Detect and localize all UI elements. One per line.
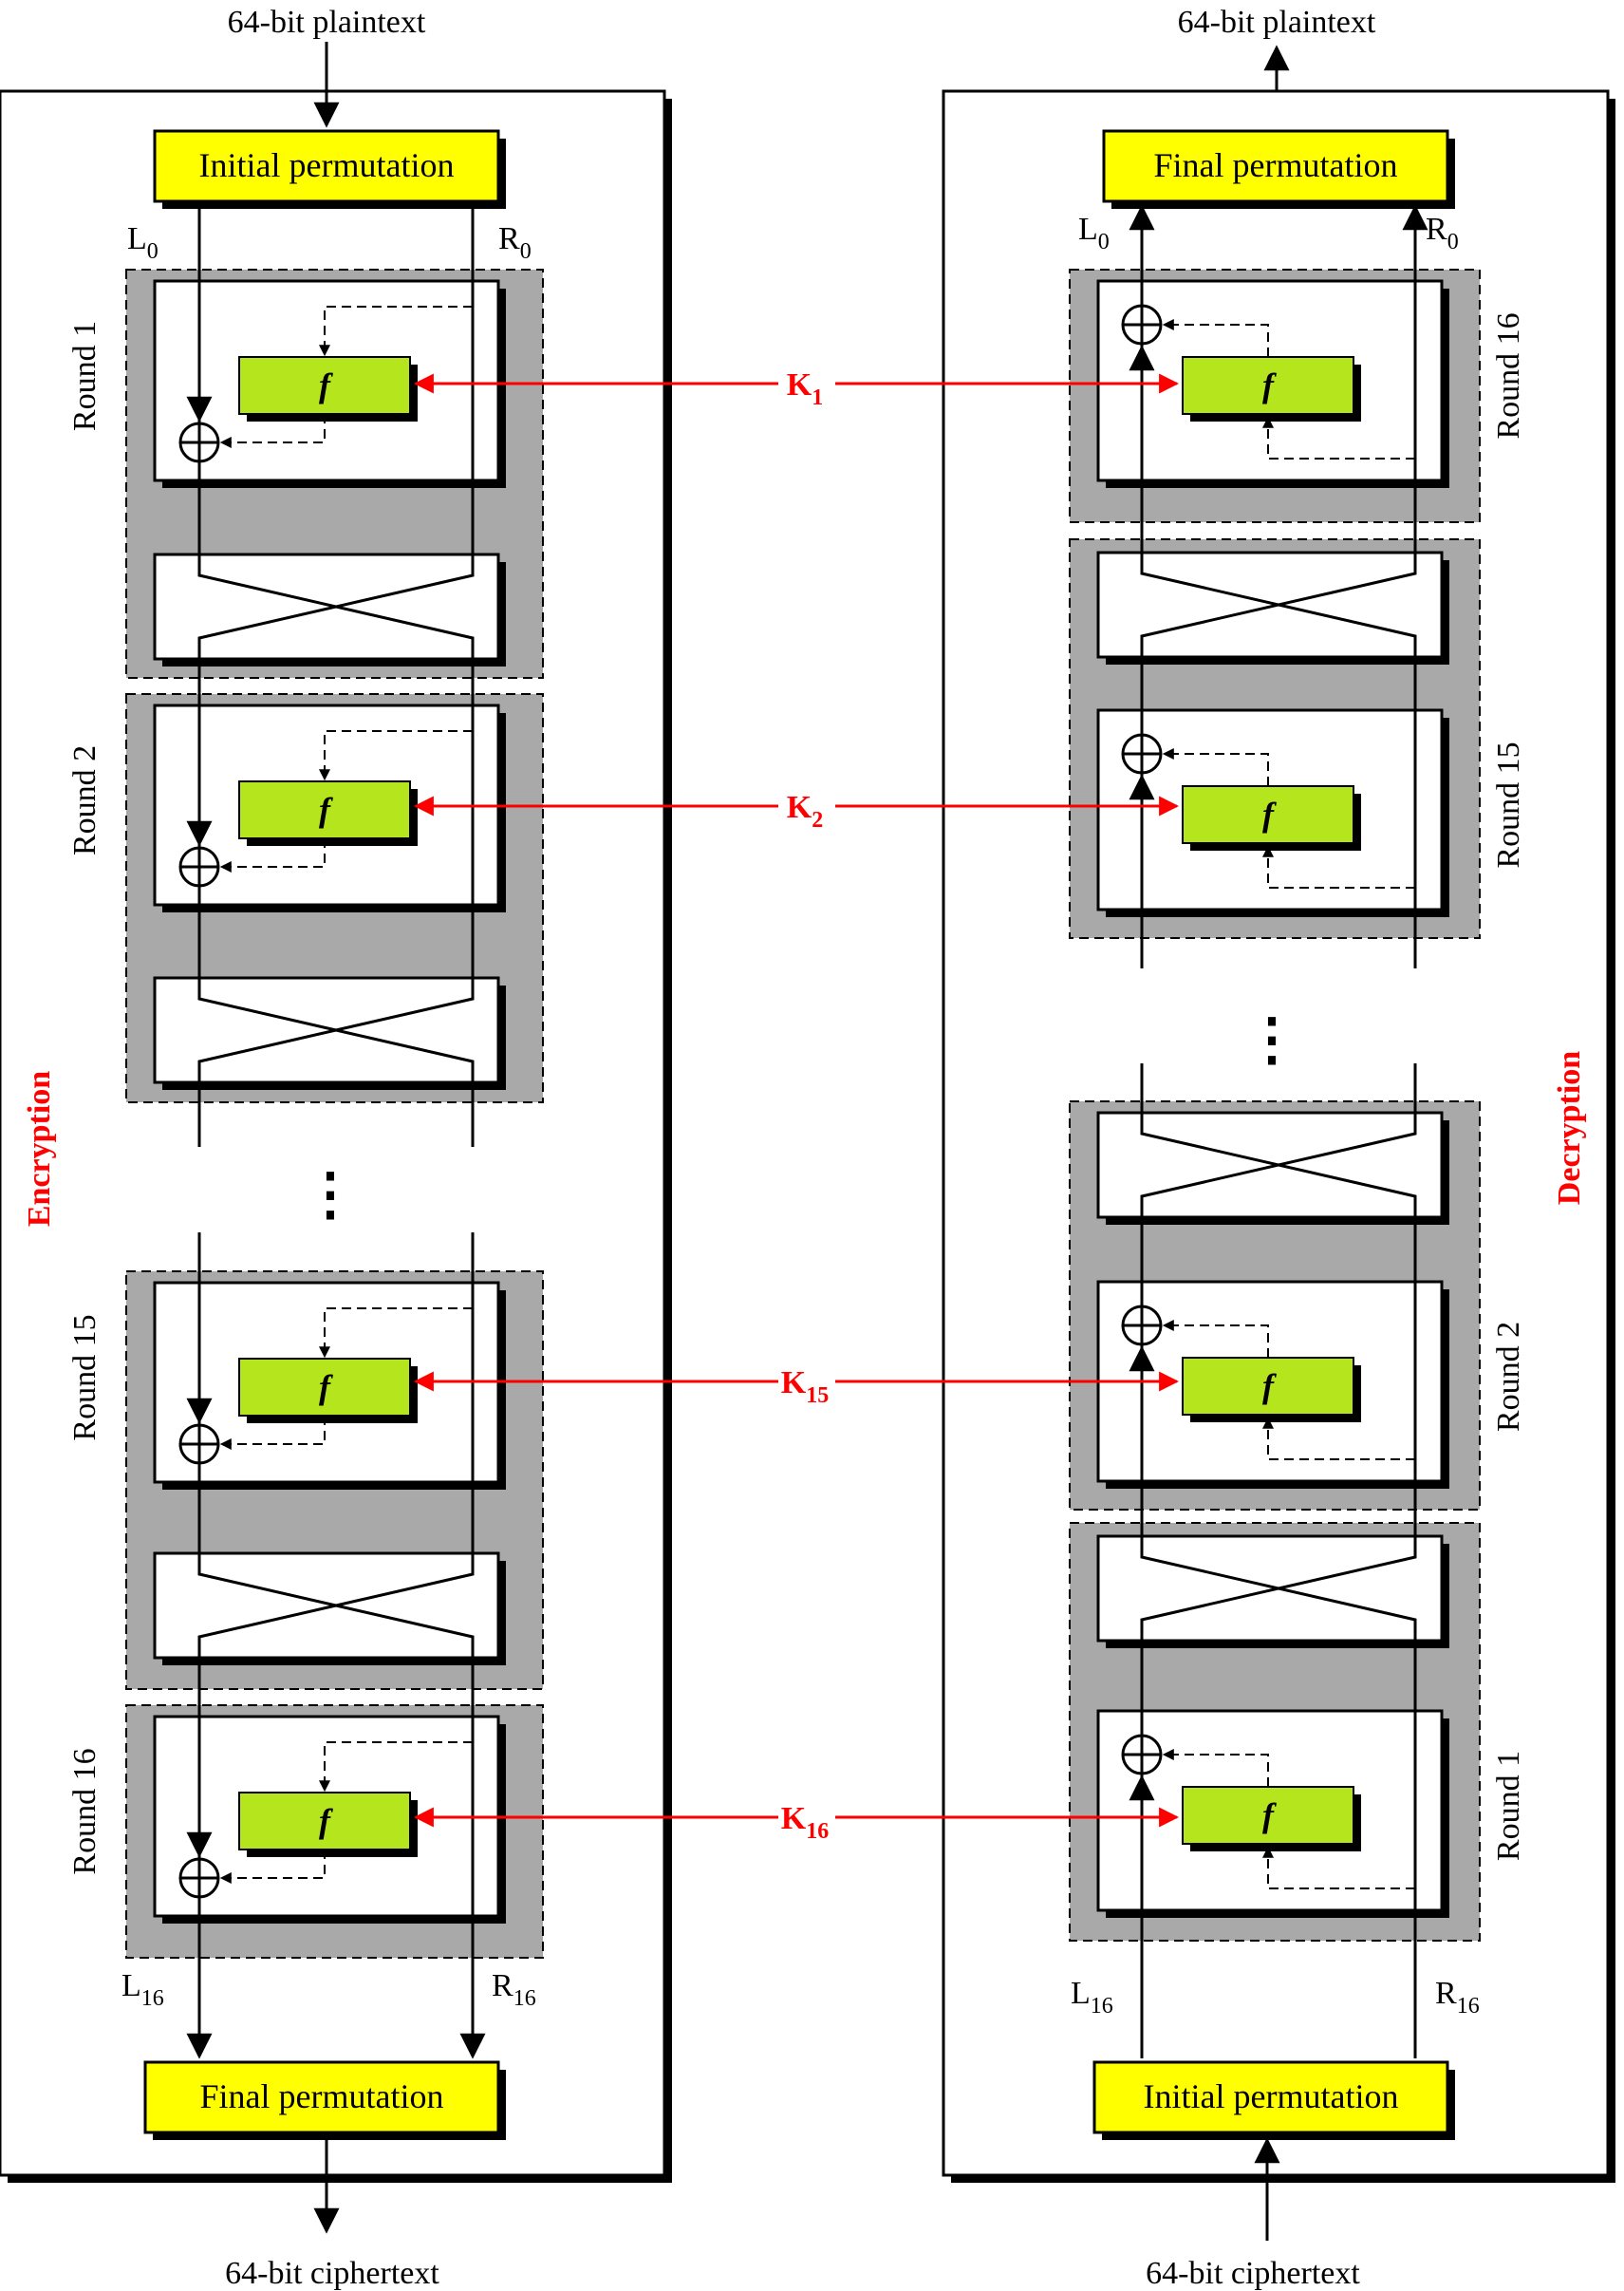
enc-f-box (238, 356, 418, 422)
encryption-side-label: Encryption (22, 1071, 57, 1227)
dec-swap-box (1096, 551, 1449, 665)
enc-round-label: Round 2 (67, 745, 103, 855)
enc-input-label: 64-bit plaintext (228, 5, 426, 40)
dec-f-box (1182, 1786, 1361, 1851)
enc-round-label: Round 16 (67, 1748, 103, 1874)
enc-right-start-label: R0 (498, 221, 532, 264)
dec-final-permutation-label: Final permutation (1154, 146, 1398, 184)
dec-final-permutation (1102, 129, 1455, 209)
enc-round-label: Round 15 (67, 1314, 103, 1440)
dec-round-label: Round 2 (1491, 1322, 1526, 1432)
dec-ellipsis: ⋮ (1243, 1008, 1300, 1071)
dec-f-box (1182, 356, 1361, 422)
dec-initial-permutation (1092, 2060, 1455, 2140)
enc-f-box-label: f (319, 791, 333, 829)
dec-right-end-label: R0 (1426, 212, 1459, 254)
key-label: K15 (781, 1365, 829, 1408)
dec-swap-box (1096, 1111, 1449, 1225)
enc-swap-box (153, 553, 506, 667)
enc-left-start-label: L0 (127, 221, 159, 264)
enc-initial-permutation-label: Initial permutation (199, 146, 455, 184)
dec-xor-icon (1121, 1305, 1163, 1346)
enc-initial-permutation (153, 129, 506, 209)
enc-right-end-label: R16 (492, 1968, 536, 2011)
dec-xor-icon (1121, 1734, 1163, 1775)
enc-f-box (238, 1358, 418, 1423)
enc-final-permutation-label: Final permutation (200, 2077, 444, 2115)
enc-round-label: Round 1 (67, 321, 103, 431)
dec-xor-icon (1121, 304, 1163, 346)
enc-swap-box (153, 1551, 506, 1665)
dec-left-start-label: L16 (1071, 1976, 1113, 2019)
key-label: K2 (787, 790, 823, 833)
dec-initial-permutation-label: Initial permutation (1144, 2077, 1399, 2115)
dec-right-start-label: R16 (1435, 1976, 1480, 2019)
dec-xor-icon (1121, 733, 1163, 775)
enc-f-box (238, 1792, 418, 1857)
enc-xor-icon (178, 422, 220, 463)
enc-final-permutation (143, 2060, 506, 2140)
enc-f-box-label: f (319, 1368, 333, 1406)
enc-f-box-label: f (319, 366, 333, 404)
dec-round-label: Round 16 (1491, 312, 1526, 439)
enc-xor-icon (178, 846, 220, 888)
enc-f-box (238, 780, 418, 846)
enc-output-label: 64-bit ciphertext (225, 2256, 439, 2291)
key-label: K1 (787, 367, 823, 410)
dec-f-box-label: f (1262, 366, 1277, 404)
dec-round-label: Round 15 (1491, 742, 1526, 868)
key-label: K16 (781, 1801, 829, 1844)
dec-input-label: 64-bit ciphertext (1146, 2256, 1360, 2291)
enc-xor-icon (178, 1423, 220, 1465)
dec-f-box (1182, 785, 1361, 851)
enc-ellipsis: ⋮ (302, 1163, 359, 1226)
enc-f-box-label: f (319, 1802, 333, 1840)
enc-xor-icon (178, 1857, 220, 1899)
dec-f-box-label: f (1262, 796, 1277, 834)
dec-f-box-label: f (1262, 1367, 1277, 1405)
dec-swap-box (1096, 1534, 1449, 1648)
dec-round-label: Round 1 (1491, 1751, 1526, 1861)
dec-output-label: 64-bit plaintext (1178, 5, 1376, 40)
dec-f-box (1182, 1357, 1361, 1422)
decryption-side-label: Decryption (1552, 1051, 1587, 1206)
enc-left-end-label: L16 (121, 1968, 164, 2011)
dec-f-box-label: f (1262, 1796, 1277, 1834)
enc-swap-box (153, 976, 506, 1090)
dec-left-end-label: L0 (1078, 212, 1110, 254)
